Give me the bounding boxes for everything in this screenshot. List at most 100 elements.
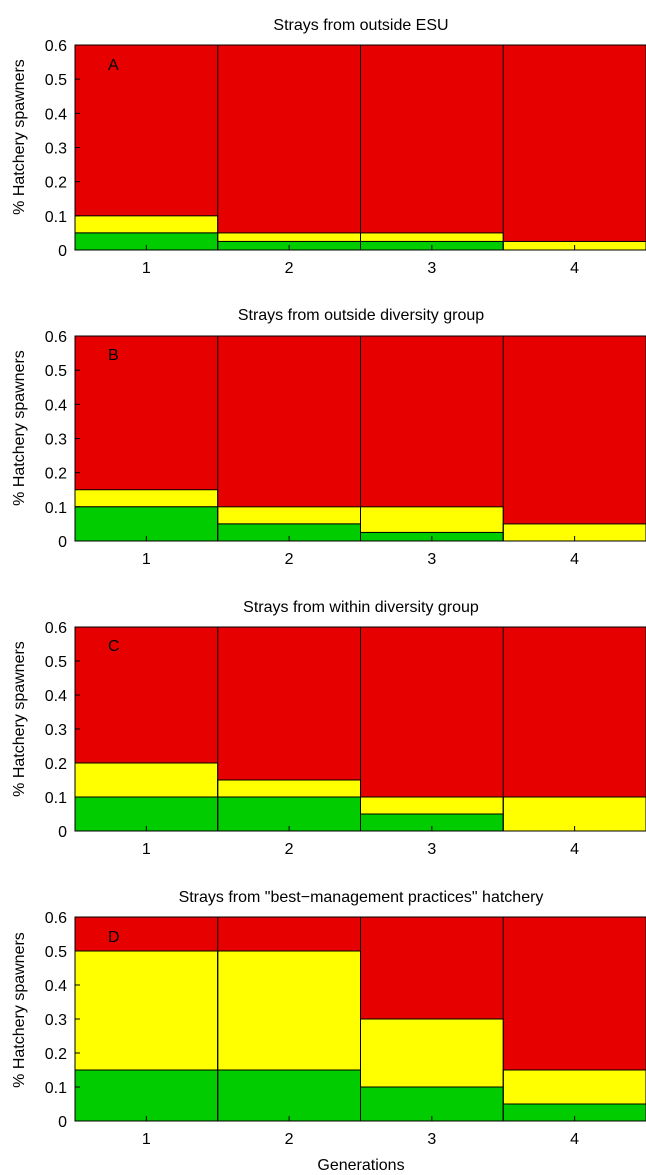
- bar-yellow-segment: [217, 950, 361, 1071]
- panel-title: Strays from outside diversity group: [238, 307, 484, 324]
- bar-red-segment: [217, 917, 361, 951]
- y-tick-label: 0.5: [45, 72, 67, 89]
- stacked-bars: [74, 336, 646, 542]
- y-tick-label: 0: [58, 1114, 67, 1131]
- bar-red-segment: [217, 627, 361, 780]
- y-axis-ticks: 0 0.1 0.2 0.3 0.4 0.5 0.6: [45, 38, 80, 260]
- bar-red-segment: [217, 45, 361, 233]
- bar-yellow-segment: [74, 950, 219, 1071]
- stacked-bars: [74, 45, 646, 251]
- y-tick-label: 0.1: [45, 209, 67, 226]
- bar-red-segment: [360, 917, 504, 1019]
- x-tick-label: 2: [285, 1131, 294, 1148]
- y-tick-label: 0.2: [45, 1046, 67, 1063]
- y-axis-label: % Hatchery spawners: [11, 59, 28, 215]
- bar-red-segment: [75, 336, 218, 490]
- x-tick-label: 1: [142, 1131, 151, 1148]
- x-axis-ticks: 1 2 3 4: [142, 536, 579, 568]
- y-axis-ticks: 0 0.1 0.2 0.3 0.4 0.5 0.6: [45, 910, 80, 1131]
- panel-title: Strays from outside ESU: [273, 17, 448, 34]
- panel-label: D: [108, 929, 120, 946]
- bar-yellow-segment: [360, 796, 504, 815]
- y-tick-label: 0.6: [45, 329, 67, 346]
- y-axis-ticks: 0 0.1 0.2 0.3 0.4 0.5 0.6: [45, 329, 80, 551]
- bar-red-segment: [503, 627, 646, 797]
- y-axis-label: % Hatchery spawners: [11, 641, 28, 797]
- bar-yellow-segment: [74, 215, 219, 234]
- bar-green-segment: [74, 1069, 219, 1122]
- y-tick-label: 0.4: [45, 106, 67, 123]
- y-tick-label: 0.4: [45, 688, 67, 705]
- bar-red-segment: [217, 336, 361, 507]
- bar-yellow-segment: [217, 232, 361, 242]
- bar-red-segment: [360, 45, 504, 233]
- y-tick-label: 0.3: [45, 1012, 67, 1029]
- bar-yellow-segment: [360, 1018, 504, 1088]
- y-tick-label: 0.5: [45, 363, 67, 380]
- x-axis-label: Generations: [317, 1157, 404, 1174]
- bar-red-segment: [75, 45, 218, 216]
- y-tick-label: 0.1: [45, 500, 67, 517]
- bar-yellow-segment: [360, 506, 504, 533]
- y-tick-label: 0.3: [45, 722, 67, 739]
- y-tick-label: 0: [58, 824, 67, 841]
- panel-title: Strays from within diversity group: [243, 599, 479, 616]
- bar-yellow-segment: [217, 506, 361, 525]
- x-tick-label: 4: [570, 260, 579, 277]
- y-tick-label: 0.1: [45, 790, 67, 807]
- bar-green-segment: [74, 506, 219, 542]
- y-tick-label: 0.6: [45, 910, 67, 927]
- x-tick-label: 2: [285, 841, 294, 858]
- x-tick-label: 3: [427, 260, 436, 277]
- x-axis-ticks: 1 2 3 4: [142, 826, 579, 858]
- bar-yellow-segment: [502, 1069, 646, 1105]
- y-axis-ticks: 0 0.1 0.2 0.3 0.4 0.5 0.6: [45, 620, 80, 841]
- y-tick-label: 0: [58, 243, 67, 260]
- y-tick-label: 0.6: [45, 38, 67, 55]
- panel-label: A: [108, 57, 119, 74]
- bar-red-segment: [503, 336, 646, 524]
- x-tick-label: 3: [427, 551, 436, 568]
- bar-green-segment: [74, 796, 219, 832]
- bar-green-segment: [360, 1086, 504, 1122]
- x-tick-label: 1: [142, 551, 151, 568]
- bar-yellow-segment: [217, 779, 361, 798]
- x-tick-label: 3: [427, 841, 436, 858]
- x-tick-label: 2: [285, 551, 294, 568]
- y-tick-label: 0.4: [45, 397, 67, 414]
- bar-red-segment: [360, 336, 504, 507]
- y-tick-label: 0.5: [45, 944, 67, 961]
- panel-c: Strays from within diversity group C 0 0.…: [11, 599, 646, 858]
- x-axis-ticks: 1 2 3 4: [142, 1116, 579, 1148]
- stacked-bars: [74, 917, 646, 1122]
- stacked-bars: [74, 627, 646, 832]
- x-tick-label: 1: [142, 841, 151, 858]
- y-tick-label: 0.2: [45, 175, 67, 192]
- bar-red-segment: [503, 45, 646, 242]
- x-tick-label: 2: [285, 260, 294, 277]
- panel-label: B: [108, 347, 119, 364]
- bar-yellow-segment: [74, 489, 219, 508]
- bar-yellow-segment: [74, 762, 219, 798]
- bar-yellow-segment: [360, 232, 504, 242]
- y-tick-label: 0.4: [45, 978, 67, 995]
- panel-title: Strays from "best−management practices" …: [179, 889, 544, 906]
- x-tick-label: 3: [427, 1131, 436, 1148]
- x-tick-label: 4: [570, 841, 579, 858]
- y-tick-label: 0: [58, 534, 67, 551]
- x-tick-label: 4: [570, 551, 579, 568]
- y-tick-label: 0.2: [45, 466, 67, 483]
- bar-red-segment: [360, 627, 504, 797]
- y-tick-label: 0.5: [45, 654, 67, 671]
- panel-label: C: [108, 638, 120, 655]
- bar-green-segment: [217, 796, 361, 832]
- panel-b: Strays from outside diversity group B 0 0…: [11, 307, 646, 568]
- y-tick-label: 0.6: [45, 620, 67, 637]
- y-axis-label: % Hatchery spawners: [11, 350, 28, 506]
- y-axis-label: % Hatchery spawners: [11, 932, 28, 1088]
- bar-red-segment: [75, 917, 218, 951]
- bar-red-segment: [503, 917, 646, 1070]
- bar-green-segment: [217, 1069, 361, 1122]
- y-tick-label: 0.2: [45, 756, 67, 773]
